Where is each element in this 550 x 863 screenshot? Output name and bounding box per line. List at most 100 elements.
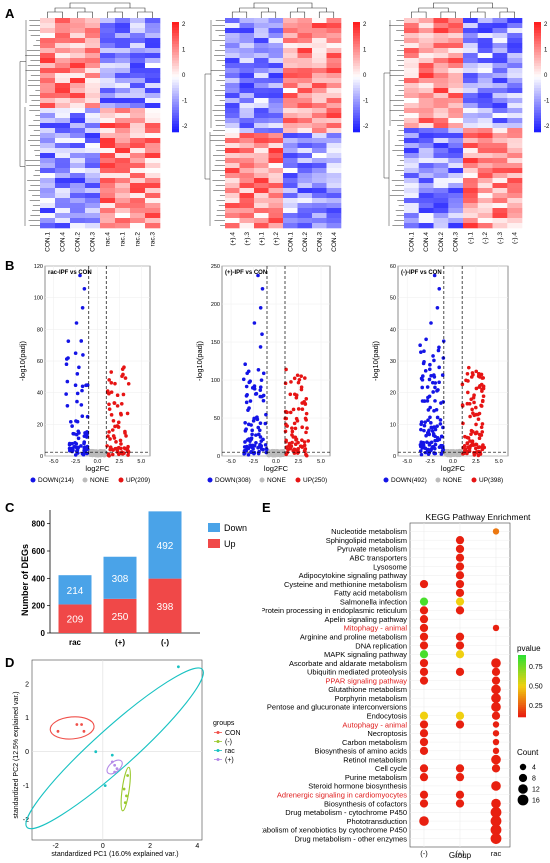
pathway-label: Nucleotide metabolism <box>331 527 407 536</box>
heatmap-cell <box>433 178 449 184</box>
heatmap-cell <box>130 183 146 189</box>
heatmap-cell <box>312 203 327 209</box>
heatmap-cell <box>463 198 479 204</box>
heatmap-cell <box>85 123 101 129</box>
heatmap-cell <box>268 208 284 214</box>
pvalue-legend-title: pvalue <box>517 644 541 653</box>
heatmap-cell <box>145 103 161 109</box>
color-scale-step <box>353 107 360 111</box>
down-point <box>258 388 263 392</box>
pca-point <box>113 770 117 774</box>
pvalue-scale-step <box>518 673 526 676</box>
heatmap-cell <box>326 108 342 114</box>
heatmap-cell <box>297 73 313 79</box>
pathway-label: Apelin signaling pathway <box>324 615 407 624</box>
color-scale-step <box>534 112 541 116</box>
pvalue-scale-step <box>518 700 526 703</box>
heatmap-cell <box>448 208 464 214</box>
heatmap-cell <box>55 223 71 229</box>
enrichment-dot <box>419 799 429 808</box>
pathway-label: Glutathione metabolism <box>328 685 407 694</box>
heatmap-cell <box>507 23 523 29</box>
heatmap-cell <box>100 33 116 39</box>
legend-down-marker <box>383 477 389 483</box>
heatmap-cell <box>254 208 269 214</box>
color-scale-step <box>534 88 541 92</box>
heatmap-cell <box>404 78 420 84</box>
heatmap-cell <box>239 173 255 179</box>
heatmap-cell <box>145 113 161 119</box>
enrichment-dot <box>455 606 465 615</box>
up-point <box>299 444 304 449</box>
pathway-label: ABC transporters <box>349 554 407 563</box>
heatmap-cell <box>145 33 161 39</box>
heatmap-cell <box>283 43 298 49</box>
heatmap-cell <box>40 23 56 29</box>
enrichment-dot <box>419 632 429 641</box>
heatmap-column-label: CON.3 <box>90 232 97 252</box>
heatmap-cell <box>40 83 56 89</box>
up-point <box>109 370 114 374</box>
heatmap-cell <box>404 218 420 224</box>
down-point <box>441 356 446 360</box>
heatmap-cell <box>115 18 131 24</box>
down-point <box>437 345 441 350</box>
heatmap-cell <box>254 138 269 144</box>
legend-up-label: UP(250) <box>303 477 327 484</box>
color-scale-step <box>534 126 541 130</box>
heatmap-cell <box>297 63 313 69</box>
heatmap-cell <box>70 78 86 84</box>
heatmap-cell <box>448 133 464 139</box>
heatmap-cell <box>145 213 161 219</box>
down-point <box>437 365 441 370</box>
heatmap-cell <box>70 28 86 34</box>
heatmap-cell <box>448 223 464 229</box>
heatmap-cell <box>254 123 269 129</box>
heatmap-cell <box>312 118 327 124</box>
up-point <box>460 382 465 387</box>
heatmap-cell <box>448 173 464 179</box>
heatmap-cell <box>100 158 116 164</box>
heatmap-cell <box>283 38 298 44</box>
up-point <box>294 437 299 442</box>
color-scale-step <box>172 35 179 39</box>
down-point <box>429 421 433 425</box>
heatmap-cell <box>418 148 434 154</box>
color-scale-step <box>172 24 179 28</box>
heatmap-cell <box>404 223 420 229</box>
up-point <box>105 444 109 448</box>
heatmap-cell <box>507 103 523 109</box>
heatmap-cell <box>55 138 71 144</box>
heatmap-cell <box>115 38 131 44</box>
heatmap-cell <box>85 103 101 109</box>
heatmap-cell <box>448 98 464 104</box>
up-point <box>474 405 478 410</box>
enrichment-dot <box>492 528 500 535</box>
up-point <box>284 416 289 421</box>
heatmap-cell <box>448 178 464 184</box>
heatmap-cell <box>130 138 146 144</box>
heatmap-cell <box>115 98 131 104</box>
heatmap-cell <box>312 153 327 159</box>
up-point <box>470 407 474 412</box>
down-point <box>252 321 257 325</box>
down-point <box>433 427 438 432</box>
heatmap-cell <box>463 23 479 29</box>
heatmap-cell <box>225 98 240 104</box>
heatmap-cell <box>254 103 269 109</box>
heatmap-cell <box>115 58 131 64</box>
color-scale-step <box>353 85 360 89</box>
dendrogram-branch <box>54 7 86 12</box>
heatmap-cell <box>100 213 116 219</box>
x-tick-label: 2.5 <box>116 459 124 465</box>
heatmap-cell <box>239 28 255 34</box>
pca-point <box>125 794 128 798</box>
up-point <box>467 448 471 453</box>
up-point <box>474 369 479 374</box>
heatmap-cell <box>463 38 479 44</box>
pathway-label: Sphingolipid metabolism <box>326 536 407 545</box>
heatmap-cell <box>115 103 131 109</box>
bar-chart-ylabel: Number of DEGs <box>20 544 30 616</box>
color-scale-step <box>172 52 179 56</box>
up-point <box>295 451 300 455</box>
